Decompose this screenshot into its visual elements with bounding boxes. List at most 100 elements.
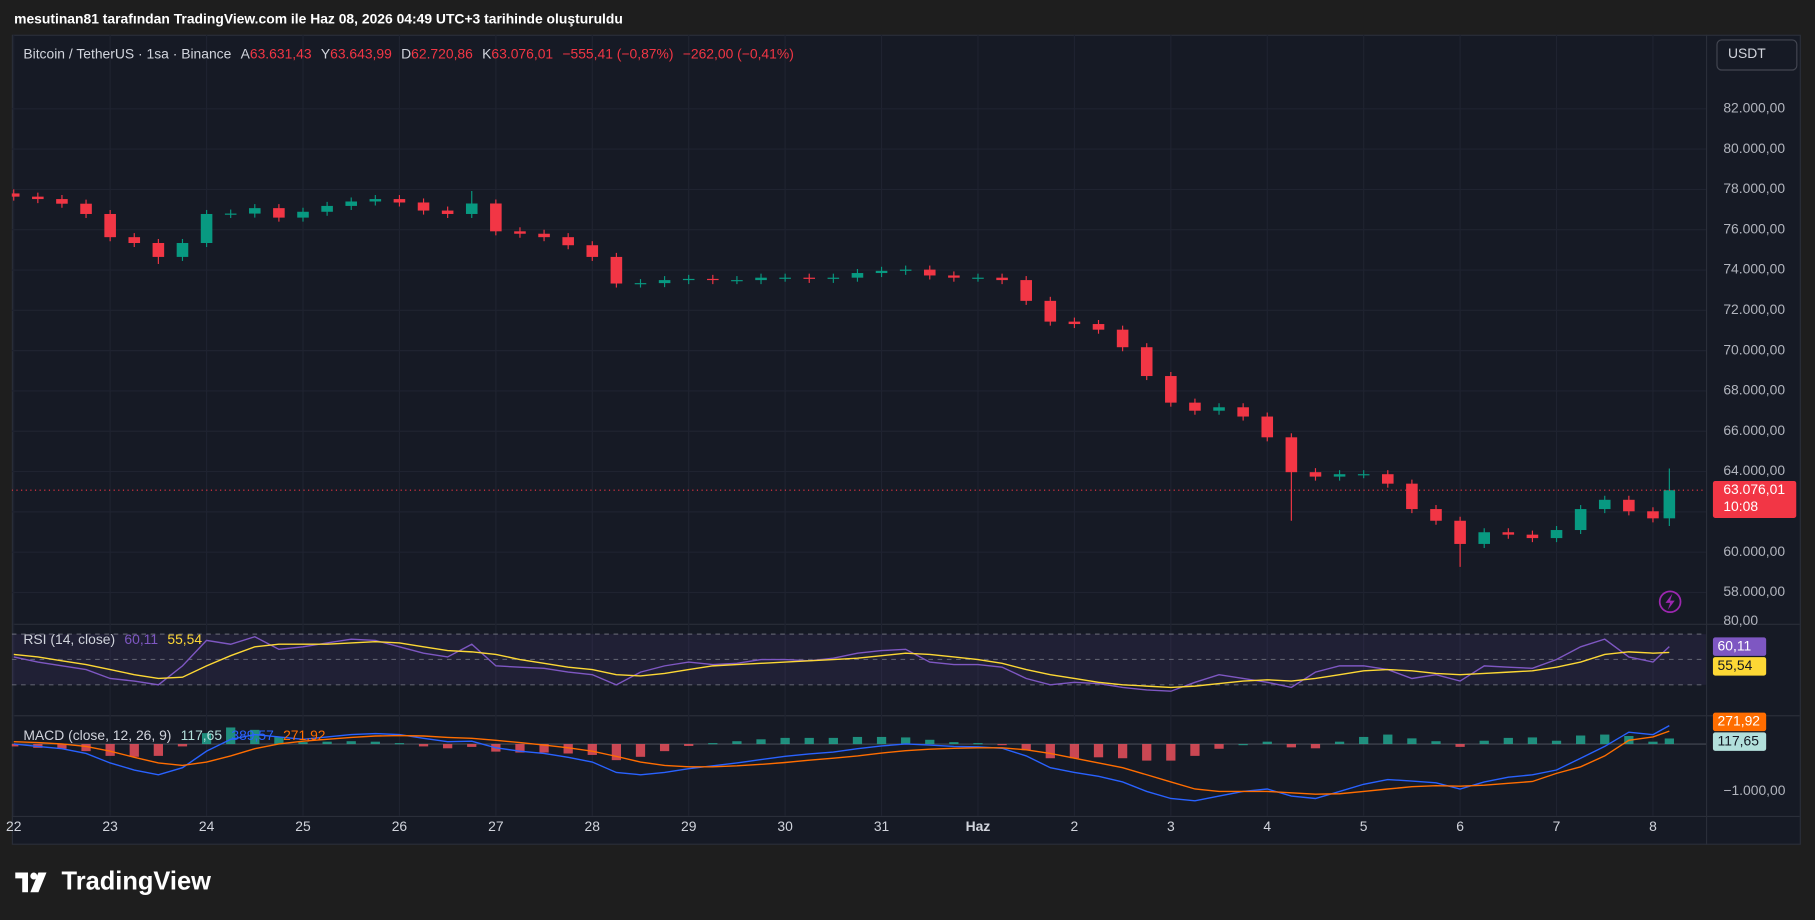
macd-histogram-bar: [1166, 744, 1176, 761]
alert-icon[interactable]: [1658, 590, 1682, 614]
macd-histogram-bar: [57, 744, 67, 749]
macd-histogram-bar: [659, 744, 670, 752]
macd-histogram-bar: [1479, 740, 1489, 745]
macd-histogram-bar: [250, 729, 260, 745]
candle-body: [1165, 376, 1177, 403]
alert-circle: [1658, 590, 1682, 614]
candle-body: [128, 237, 141, 244]
legend-item: 60,11: [124, 631, 158, 647]
candle-body: [441, 210, 454, 214]
candle-body: [490, 203, 502, 232]
y-tick-label: 72.000,00: [1723, 301, 1785, 317]
candle-body: [1116, 329, 1129, 348]
candle-body: [176, 243, 189, 257]
logo-part: [15, 872, 29, 893]
macd-histogram-bar: [394, 743, 405, 745]
candle-body: [538, 233, 550, 238]
currency-button[interactable]: [1716, 39, 1798, 71]
macd-histogram-bar: [973, 743, 983, 745]
x-tick-label: 23: [102, 818, 118, 834]
candle-body: [369, 199, 382, 202]
header: mesutinan81 tarafından TradingView.com i…: [14, 10, 623, 26]
macd-histogram-bar: [467, 744, 477, 747]
macd-histogram-bar: [1190, 744, 1200, 756]
macd-histogram-bar: [1214, 744, 1224, 749]
y-tick-label: 70.000,00: [1723, 341, 1785, 357]
macd-histogram-bar: [1238, 744, 1248, 746]
macd-histogram-bar: [346, 741, 356, 745]
price-tag: [1712, 657, 1767, 676]
candle-body: [1285, 437, 1298, 473]
candle-body: [152, 243, 165, 257]
chart-frame: [11, 34, 1801, 845]
candle-body: [1261, 416, 1274, 438]
candle-body: [1574, 509, 1587, 531]
brand-logo: [15, 872, 47, 893]
candle-body: [11, 193, 20, 197]
candle-body: [1663, 490, 1676, 519]
legend-item: 117,65: [181, 727, 223, 743]
macd-histogram-bar: [370, 741, 380, 745]
macd-histogram-bar: [1310, 744, 1321, 749]
candle-body: [1357, 474, 1370, 476]
x-tick-label: 29: [681, 818, 697, 834]
macd-histogram-bar: [611, 744, 622, 761]
macd-histogram-bar: [1431, 741, 1441, 745]
macd-histogram-bar: [684, 744, 694, 746]
legend-item: Y: [321, 45, 330, 61]
legend-item: 62.720,86: [411, 45, 473, 61]
price-tag-label: 117,65: [1718, 732, 1760, 748]
x-tick-label: 5: [1360, 818, 1368, 834]
legend: Bitcoin / TetherUS · 1sa · Binance A63.63…: [23, 45, 793, 61]
currency-label: USDT: [1728, 45, 1766, 61]
x-tick-label: Haz: [966, 818, 991, 834]
macd-histogram-bar: [587, 744, 597, 755]
macd-histogram-bar: [105, 744, 115, 756]
price-tag-label: 55,54: [1718, 657, 1753, 673]
candle-body: [1526, 534, 1539, 539]
legend-item: −555,41 (−0,87%): [562, 45, 673, 61]
macd-histogram-bar: [1576, 735, 1586, 745]
legend-item: Bitcoin / TetherUS · 1sa · Binance: [23, 45, 231, 61]
macd-histogram-bar: [1142, 744, 1152, 761]
candle-body: [1237, 407, 1249, 417]
macd-histogram-bar: [539, 744, 549, 753]
y-tick-label: 74.000,00: [1723, 261, 1785, 277]
legend: MACD (close, 12, 26, 9) 117,65 389,57 271,9…: [23, 727, 325, 743]
x-tick-label: 7: [1553, 818, 1561, 834]
x-tick-label: 25: [295, 818, 311, 834]
last-price-tag: [1712, 480, 1797, 518]
axes: 22 23 24 25 26 27 28 29 30 31 Haz 2 3 4 5 6 7 858.000,006…: [6, 99, 1797, 834]
macd-histogram-bar: [1383, 734, 1393, 745]
y-tick-label: 80,00: [1723, 612, 1758, 628]
macd-histogram-bar: [177, 744, 188, 747]
x-tick-label: 27: [488, 818, 504, 834]
candle-body: [321, 205, 333, 212]
macd-histogram-bar: [226, 727, 236, 745]
x-tick-label: 2: [1071, 818, 1079, 834]
legend-item: 63.076,01: [491, 45, 553, 61]
candle-body: [1598, 499, 1611, 510]
legend-item: MACD (close, 12, 26, 9): [23, 727, 171, 743]
candle-body: [465, 203, 478, 214]
macd-histogram-bar: [1527, 737, 1538, 745]
legend-item: 63.643,99: [330, 45, 392, 61]
x-tick-label: 26: [392, 818, 408, 834]
candle-body: [586, 245, 599, 257]
candle-body: [514, 231, 526, 234]
macd-line: [13, 730, 1670, 795]
macd-histogram-bar: [1334, 741, 1345, 745]
candle-body: [1044, 300, 1057, 322]
macd-histogram-bar: [1093, 744, 1104, 758]
candle-body: [80, 203, 92, 214]
x-tick-label: 24: [199, 818, 215, 834]
macd-histogram-bar: [201, 733, 212, 745]
macd-histogram-bar: [876, 736, 887, 745]
macd-histogram-bar: [708, 743, 718, 745]
logo-part: [30, 872, 38, 880]
macd-histogram-bar: [1286, 744, 1296, 748]
macd-histogram-bar: [1262, 741, 1272, 745]
y-tick-label: 64.000,00: [1723, 462, 1785, 478]
macd-histogram-bar: [298, 742, 308, 745]
candle-body: [224, 213, 237, 215]
